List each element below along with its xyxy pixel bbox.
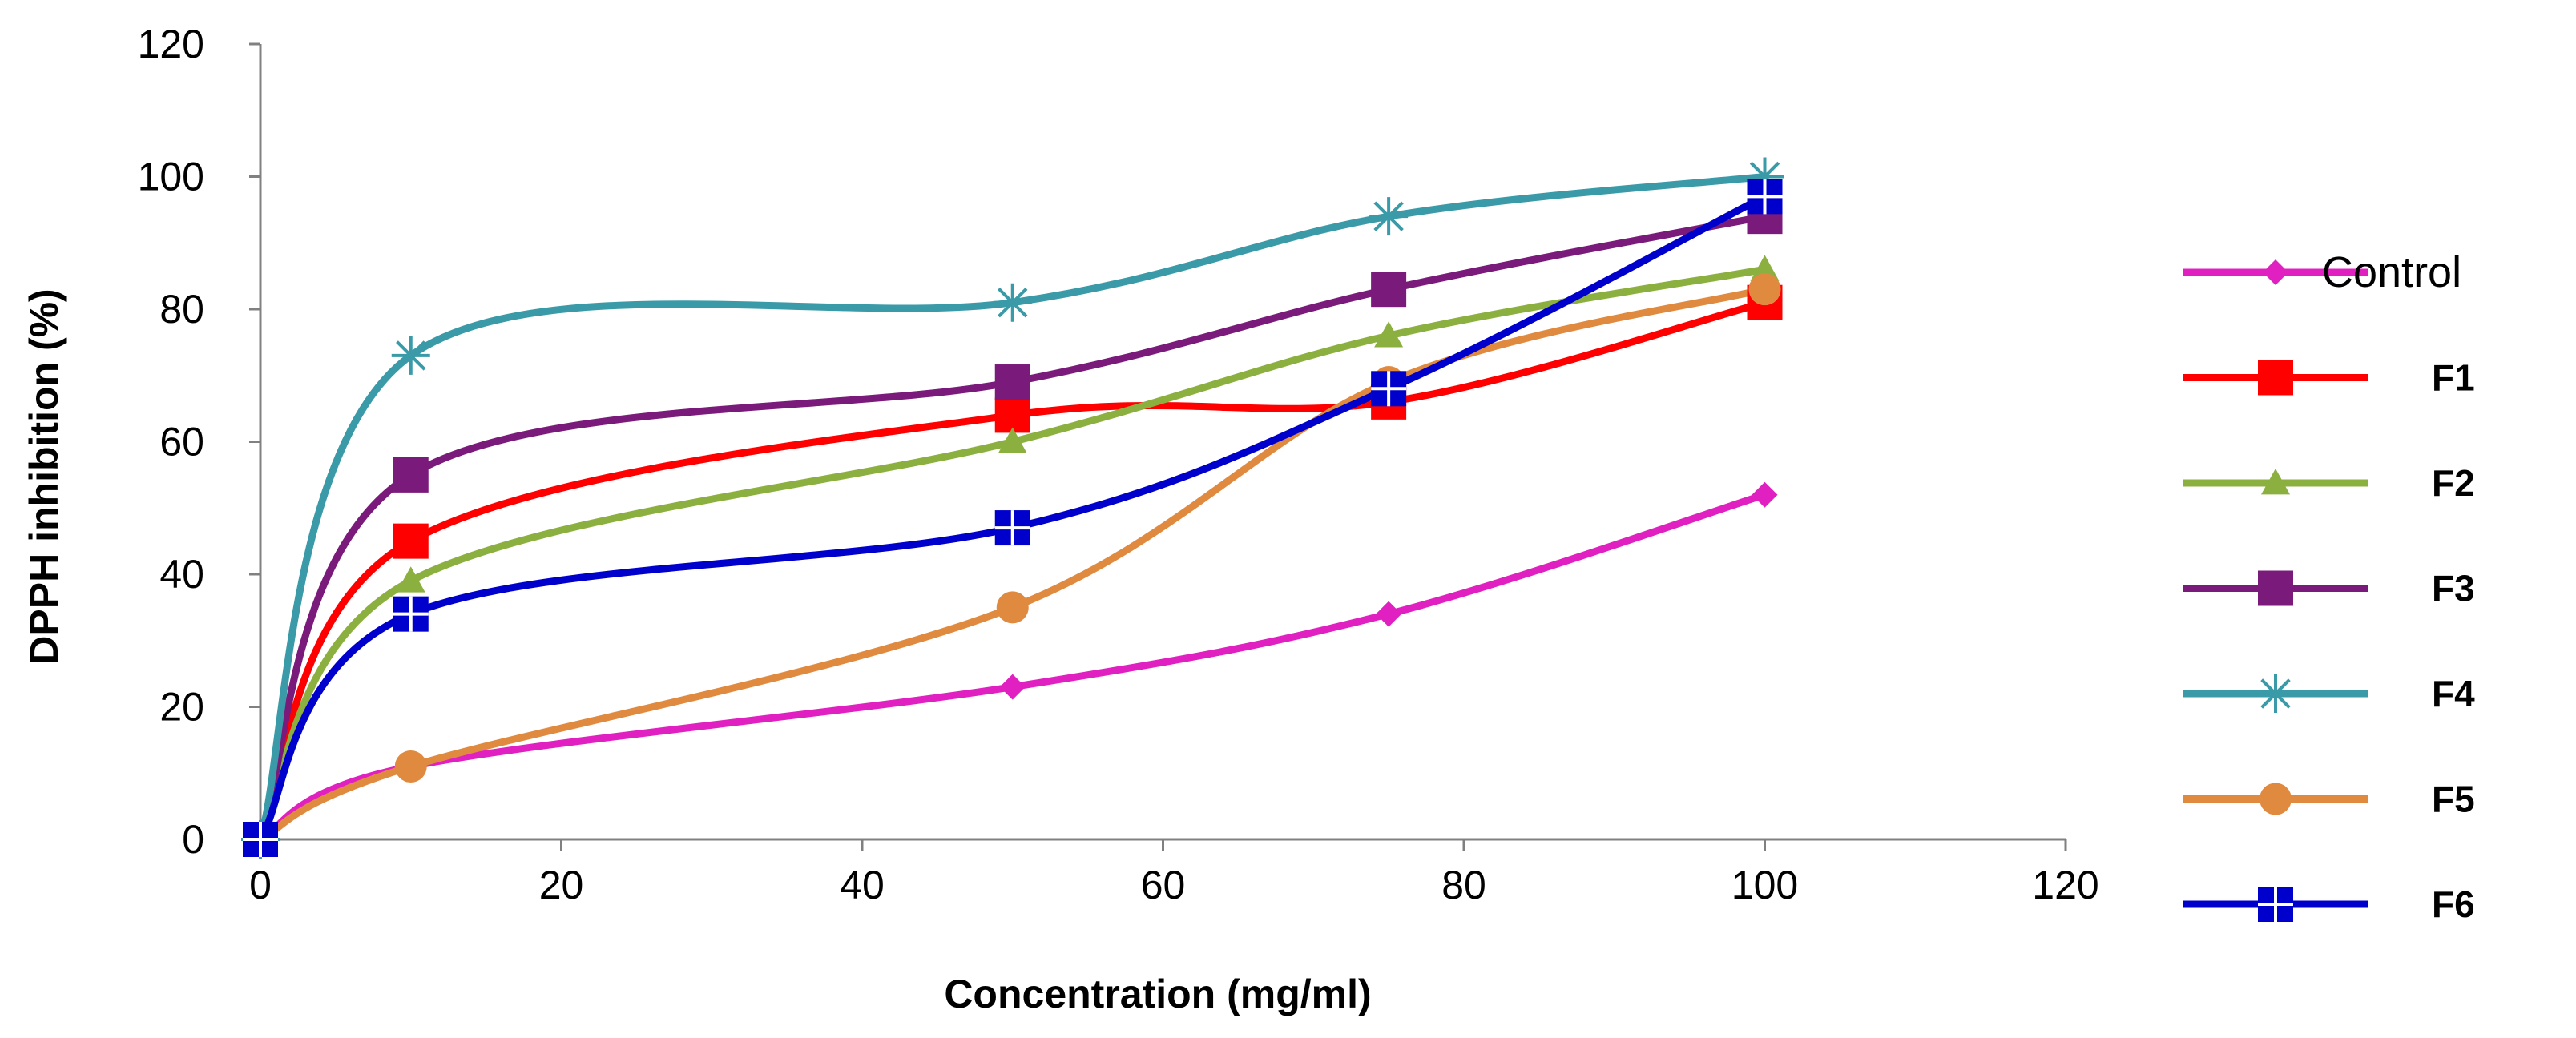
series-line-f3 <box>256 212 1768 843</box>
data-point-f2 <box>396 566 425 593</box>
data-point-f4 <box>1369 197 1409 236</box>
data-point-f1 <box>393 523 429 559</box>
series-line-f2 <box>256 265 1768 843</box>
y-tick-label: 20 <box>159 685 204 730</box>
series-line-control <box>256 491 1768 843</box>
data-point-f4 <box>1745 157 1784 196</box>
legend-item-f3: F3 <box>2183 568 2475 610</box>
data-point-f4 <box>391 336 430 375</box>
legend-item-control: Control <box>2183 248 2461 296</box>
data-point-f6 <box>994 510 1030 546</box>
legend-item-f2: F2 <box>2183 462 2475 504</box>
legend-label-f3: F3 <box>2432 568 2475 610</box>
data-point-f6 <box>1747 179 1783 215</box>
data-point-control <box>1376 601 1402 627</box>
legend-label-f4: F4 <box>2432 673 2475 714</box>
data-point-f6 <box>243 822 278 857</box>
x-tick-label: 20 <box>539 863 584 907</box>
legend-label-f6: F6 <box>2432 883 2475 925</box>
x-axis-title: Concentration (mg/ml) <box>944 972 1371 1016</box>
y-tick-label: 40 <box>159 552 204 597</box>
x-tick-label: 60 <box>1141 863 1186 907</box>
x-tick-label: 0 <box>249 863 272 907</box>
legend-marker-f5 <box>2260 783 2292 815</box>
data-point-control <box>999 674 1026 700</box>
data-point-f5 <box>394 750 427 783</box>
series-line-f1 <box>256 299 1768 843</box>
legend-item-f4: F4 <box>2183 673 2475 714</box>
legend-marker-control <box>2263 260 2288 285</box>
data-point-f6 <box>393 596 429 632</box>
legend-label-control: Control <box>2322 248 2461 296</box>
y-axis-ticks: 0 20 40 60 80 100 120 <box>138 22 260 862</box>
data-point-f2 <box>1374 321 1404 348</box>
data-point-f3 <box>994 364 1030 400</box>
x-tick-label: 120 <box>2032 863 2098 907</box>
y-axis-title: DPPH inhibition (%) <box>22 288 67 664</box>
legend-label-f5: F5 <box>2432 778 2475 820</box>
legend-marker-f6 <box>2258 887 2293 922</box>
x-tick-label: 100 <box>1731 863 1798 907</box>
data-point-f6 <box>1371 371 1407 407</box>
x-tick-label: 40 <box>840 863 885 907</box>
data-point-f2 <box>998 427 1027 453</box>
x-tick-label: 80 <box>1441 863 1486 907</box>
legend-marker-f3 <box>2258 570 2293 606</box>
y-tick-label: 0 <box>182 817 204 862</box>
series-line-f4 <box>256 173 1768 843</box>
legend-marker-f4 <box>2256 674 2295 713</box>
plot-axes <box>259 44 2066 841</box>
y-tick-label: 80 <box>159 287 204 332</box>
legend-item-f6: F6 <box>2183 883 2475 925</box>
y-tick-label: 100 <box>138 155 204 199</box>
data-point-f2 <box>1750 255 1780 281</box>
legend-item-f1: F1 <box>2183 357 2475 399</box>
y-tick-label: 60 <box>159 420 204 465</box>
data-point-control <box>1752 481 1778 508</box>
data-point-f4 <box>993 283 1032 322</box>
data-point-f3 <box>1371 272 1407 308</box>
legend-marker-f1 <box>2258 360 2293 396</box>
legend-label-f2: F2 <box>2432 462 2475 504</box>
data-point-f5 <box>1748 273 1781 306</box>
data-point-f3 <box>393 457 429 493</box>
y-tick-label: 120 <box>138 22 204 66</box>
legend-label-f1: F1 <box>2432 357 2475 399</box>
data-point-f5 <box>996 591 1029 624</box>
data-point-f1 <box>994 397 1030 433</box>
series-lines <box>256 173 1768 843</box>
legend: Control F1 F2 F3 F4 F5 F6 <box>2183 248 2475 925</box>
legend-marker-f2 <box>2261 469 2290 495</box>
legend-item-f5: F5 <box>2183 778 2475 820</box>
x-axis-ticks: 0 20 40 60 80 100 120 <box>249 839 2099 907</box>
series-markers <box>241 157 1784 859</box>
